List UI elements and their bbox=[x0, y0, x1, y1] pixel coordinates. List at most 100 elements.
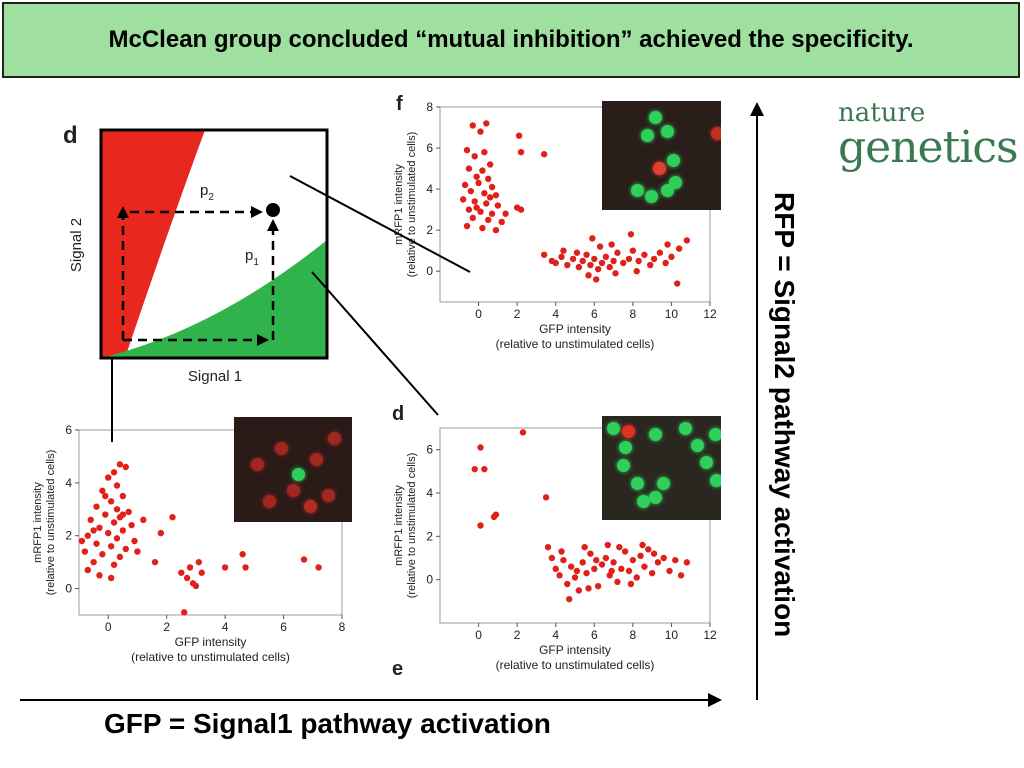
scatter-point bbox=[598, 259, 606, 267]
scatter-point bbox=[674, 280, 681, 287]
scatter-point bbox=[662, 259, 669, 267]
scatter-point bbox=[627, 580, 635, 588]
scatter-point bbox=[618, 565, 625, 573]
scatter-point bbox=[591, 565, 598, 573]
cell-dot bbox=[616, 459, 630, 473]
cell-dot bbox=[710, 127, 721, 141]
scatter-point bbox=[486, 194, 494, 201]
cell-dot bbox=[631, 183, 645, 197]
scatter-point bbox=[581, 543, 588, 551]
scatter-point bbox=[616, 543, 623, 551]
cell-dot bbox=[262, 494, 276, 508]
scatter-point bbox=[552, 259, 559, 267]
x-tick-label: 10 bbox=[665, 628, 679, 642]
scatter-point bbox=[610, 559, 617, 566]
scatter-point bbox=[488, 183, 496, 191]
x-tick-label: 2 bbox=[514, 628, 521, 642]
scatter-point bbox=[475, 179, 482, 187]
cell-dot bbox=[321, 489, 335, 503]
scatter-point bbox=[677, 572, 685, 579]
schematic-xlabel: Signal 1 bbox=[188, 368, 242, 385]
scatter-point bbox=[116, 553, 124, 561]
scatter-point bbox=[593, 556, 600, 564]
scatter-point bbox=[84, 532, 91, 539]
cell-dot bbox=[709, 473, 721, 487]
micrograph-bottom-right bbox=[602, 416, 721, 520]
connector-to-bottom-right-plot bbox=[311, 271, 439, 416]
scatter-point bbox=[90, 527, 97, 534]
cell-dot bbox=[649, 490, 663, 504]
scatter-point bbox=[608, 241, 615, 248]
x-tick-label: 0 bbox=[105, 620, 112, 634]
cell-dot bbox=[619, 440, 633, 454]
scatter-point bbox=[629, 247, 637, 254]
scatter-point bbox=[134, 548, 141, 555]
scatter-point bbox=[502, 210, 509, 217]
x-axis-label: GFP intensity bbox=[175, 635, 247, 649]
cell-dot bbox=[621, 425, 635, 439]
scatter-point bbox=[169, 514, 176, 521]
scatter-point bbox=[612, 270, 619, 277]
scatter-point bbox=[564, 261, 571, 269]
scatter-point bbox=[110, 561, 118, 568]
schematic-diagram: d p2 p1 Signal 1 Signal 2 bbox=[63, 122, 329, 385]
scatter-point bbox=[637, 552, 644, 560]
scatter-point bbox=[650, 550, 658, 557]
scatter-point bbox=[515, 132, 523, 139]
x-tick-label: 6 bbox=[591, 307, 598, 321]
scatter-point bbox=[486, 161, 494, 168]
scatter-point bbox=[494, 202, 502, 209]
scatter-point bbox=[639, 541, 646, 549]
y-tick-label: 4 bbox=[426, 182, 433, 196]
scatter-point bbox=[483, 200, 490, 207]
scatter-point bbox=[602, 253, 610, 261]
scatter-point bbox=[469, 122, 476, 129]
y-tick-label: 0 bbox=[426, 264, 433, 278]
scatter-point bbox=[96, 572, 103, 579]
scatter-point bbox=[93, 503, 100, 510]
scatter-point bbox=[591, 255, 598, 263]
scatter-point bbox=[585, 272, 592, 279]
scatter-point bbox=[477, 128, 484, 135]
x-axis-label: GFP intensity bbox=[539, 643, 611, 657]
scatter-point bbox=[558, 253, 565, 261]
cell-dot bbox=[700, 456, 714, 470]
scatter-point bbox=[479, 167, 486, 174]
scatter-point bbox=[183, 574, 191, 582]
scatter-point bbox=[465, 206, 473, 213]
scatter-point bbox=[78, 537, 86, 545]
scatter-point bbox=[192, 582, 200, 590]
scatter-point bbox=[488, 210, 496, 217]
p2-start-arrowhead bbox=[117, 206, 129, 218]
scatter-point bbox=[96, 524, 103, 531]
scatter-point bbox=[151, 558, 159, 566]
scatter-point bbox=[641, 563, 648, 570]
cell-dot bbox=[652, 162, 666, 176]
scatter-point bbox=[587, 261, 594, 269]
scatter-point bbox=[119, 527, 127, 534]
scatter-point bbox=[579, 559, 586, 566]
scatter-point bbox=[544, 543, 552, 551]
scatter-point bbox=[604, 541, 611, 549]
cell-dot bbox=[645, 190, 659, 204]
scatter-point bbox=[105, 529, 112, 537]
scatter-point bbox=[84, 566, 91, 574]
scatter-point bbox=[178, 569, 185, 576]
scatter-point bbox=[122, 463, 129, 471]
y-axis-sublabel: (relative to unstimulated cells) bbox=[406, 453, 418, 599]
scatter-point bbox=[87, 516, 94, 524]
scatter-point bbox=[471, 153, 478, 160]
scatter-point bbox=[125, 508, 132, 516]
p2-label: p2 bbox=[200, 182, 214, 203]
scatter-point bbox=[492, 226, 500, 234]
scatter-point bbox=[594, 265, 602, 273]
scatter-point bbox=[573, 567, 581, 575]
x-axis-sublabel: (relative to unstimulated cells) bbox=[496, 337, 655, 351]
scatter-point bbox=[610, 257, 617, 265]
scatter-point bbox=[181, 609, 188, 616]
scatter-point bbox=[641, 251, 648, 258]
x-tick-label: 10 bbox=[665, 307, 679, 321]
plot-panel-letter: e bbox=[392, 658, 403, 680]
scatter-point bbox=[666, 567, 673, 575]
scatter-point bbox=[99, 551, 106, 558]
